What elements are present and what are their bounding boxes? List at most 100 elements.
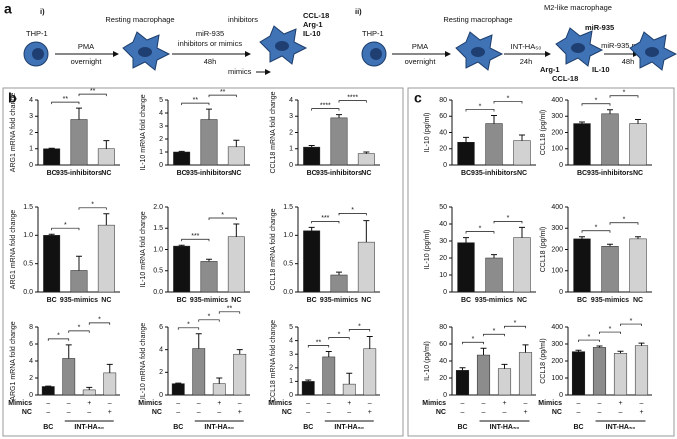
table-cell: –	[67, 400, 71, 407]
y-axis-label: IL-10 (pg/ml)	[424, 230, 431, 270]
marker: Arg-1	[540, 65, 560, 74]
y-tick-label: 4	[29, 358, 33, 365]
y-tick-label: 1	[29, 146, 33, 153]
table-cell: –	[327, 409, 331, 416]
error-bar	[522, 344, 529, 353]
row-label: Mimics	[422, 400, 446, 407]
table-cell: +	[347, 400, 351, 407]
step-text: inhibitors	[228, 15, 258, 24]
x-tick-label: 935-inhibitors	[587, 170, 633, 177]
sig-bracket	[181, 238, 210, 242]
error-bar	[216, 377, 223, 384]
error-bar	[607, 109, 613, 114]
y-axis-label: IL-10 (pg/ml)	[424, 341, 431, 381]
error-bar	[206, 108, 212, 120]
y-tick-label: 2	[159, 369, 163, 376]
bar	[629, 123, 647, 166]
macrophage	[455, 31, 503, 71]
table-cell: –	[67, 409, 71, 416]
y-tick-label: 1.5	[23, 204, 33, 211]
bar	[103, 372, 117, 396]
table-cell: –	[176, 400, 180, 407]
y-tick-label: 0.0	[153, 289, 163, 296]
y-axis-label: CCL18 mRNA fold change	[270, 91, 277, 173]
sig-label: **	[90, 88, 96, 95]
step-text: overnight	[71, 57, 103, 66]
step-text: 48h	[622, 57, 635, 66]
sig-label: *	[623, 90, 626, 97]
y-tick-label: 300	[551, 341, 563, 348]
bar	[497, 368, 512, 396]
bar	[613, 353, 628, 396]
error-bar	[491, 254, 497, 258]
error-bar	[635, 119, 641, 124]
sig-label: **	[63, 96, 69, 103]
error-bar	[575, 349, 582, 352]
bar	[592, 347, 607, 396]
sig-bracket	[68, 330, 90, 333]
y-tick-label: 60	[439, 113, 447, 120]
bar	[227, 146, 245, 166]
sig-bracket	[609, 95, 639, 98]
x-tick-label: 935-inhibitors	[316, 170, 362, 177]
x-tick-label: NC	[517, 297, 527, 304]
table-cell: –	[619, 409, 623, 416]
bar	[476, 354, 491, 396]
sig-label: ***	[321, 215, 329, 222]
panel-label: c	[414, 90, 422, 106]
y-tick-label: 0	[29, 162, 33, 169]
y-tick-label: 20	[439, 375, 447, 382]
bar	[200, 119, 218, 166]
y-tick-label: 20	[439, 255, 447, 262]
x-tick-label: BC	[307, 297, 317, 304]
bar	[41, 386, 55, 396]
table-cell: –	[598, 400, 602, 407]
cell-label: Resting macrophage	[443, 15, 512, 24]
sig-label: *	[98, 317, 101, 324]
sig-bracket	[493, 221, 523, 224]
sig-bracket	[348, 329, 371, 332]
y-tick-label: 40	[439, 129, 447, 136]
sig-label: *	[91, 202, 94, 209]
x-tick-label: BC	[577, 170, 587, 177]
table-cell: –	[347, 409, 351, 416]
sig-bracket	[78, 207, 107, 210]
row-label: NC	[152, 409, 162, 416]
bar	[342, 383, 356, 396]
y-tick-label: 300	[551, 225, 563, 232]
y-axis-label: CCL18 (pg/ml)	[540, 338, 547, 384]
bar	[485, 257, 503, 293]
y-tick-label: 3	[29, 113, 33, 120]
y-tick-label: 0.0	[283, 289, 293, 296]
sig-bracket	[311, 108, 340, 111]
sig-bracket	[88, 322, 111, 325]
table-cell: –	[108, 400, 112, 407]
bar	[43, 235, 61, 293]
y-axis-label: IL-10 (pg/ml)	[424, 113, 431, 153]
y-tick-label: 0	[443, 162, 447, 169]
error-bar	[103, 213, 110, 226]
sig-bracket	[581, 103, 611, 106]
y-axis-label: ARG1 mRNA fold change	[10, 210, 17, 289]
sig-bracket	[208, 217, 237, 220]
error-bar	[519, 134, 525, 141]
y-tick-label: 1	[159, 149, 163, 156]
table-cell: –	[524, 400, 528, 407]
table-cell: +	[368, 409, 372, 416]
error-bar	[233, 139, 240, 147]
sig-bracket	[47, 338, 70, 341]
table-cell: –	[197, 400, 201, 407]
y-tick-label: 2	[29, 375, 33, 382]
table-cell: –	[306, 409, 310, 416]
marker: CCL-18	[303, 11, 329, 20]
sig-bracket	[462, 341, 484, 345]
x-tick-label: 935-inhibitors	[56, 170, 102, 177]
bar	[97, 148, 115, 166]
x-tick-label: NC	[361, 297, 371, 304]
bar	[513, 140, 531, 166]
y-tick-label: 2.0	[153, 204, 163, 211]
bar	[330, 117, 348, 166]
bar	[357, 241, 375, 293]
error-bar	[596, 345, 603, 348]
group-label: BC	[303, 424, 313, 431]
